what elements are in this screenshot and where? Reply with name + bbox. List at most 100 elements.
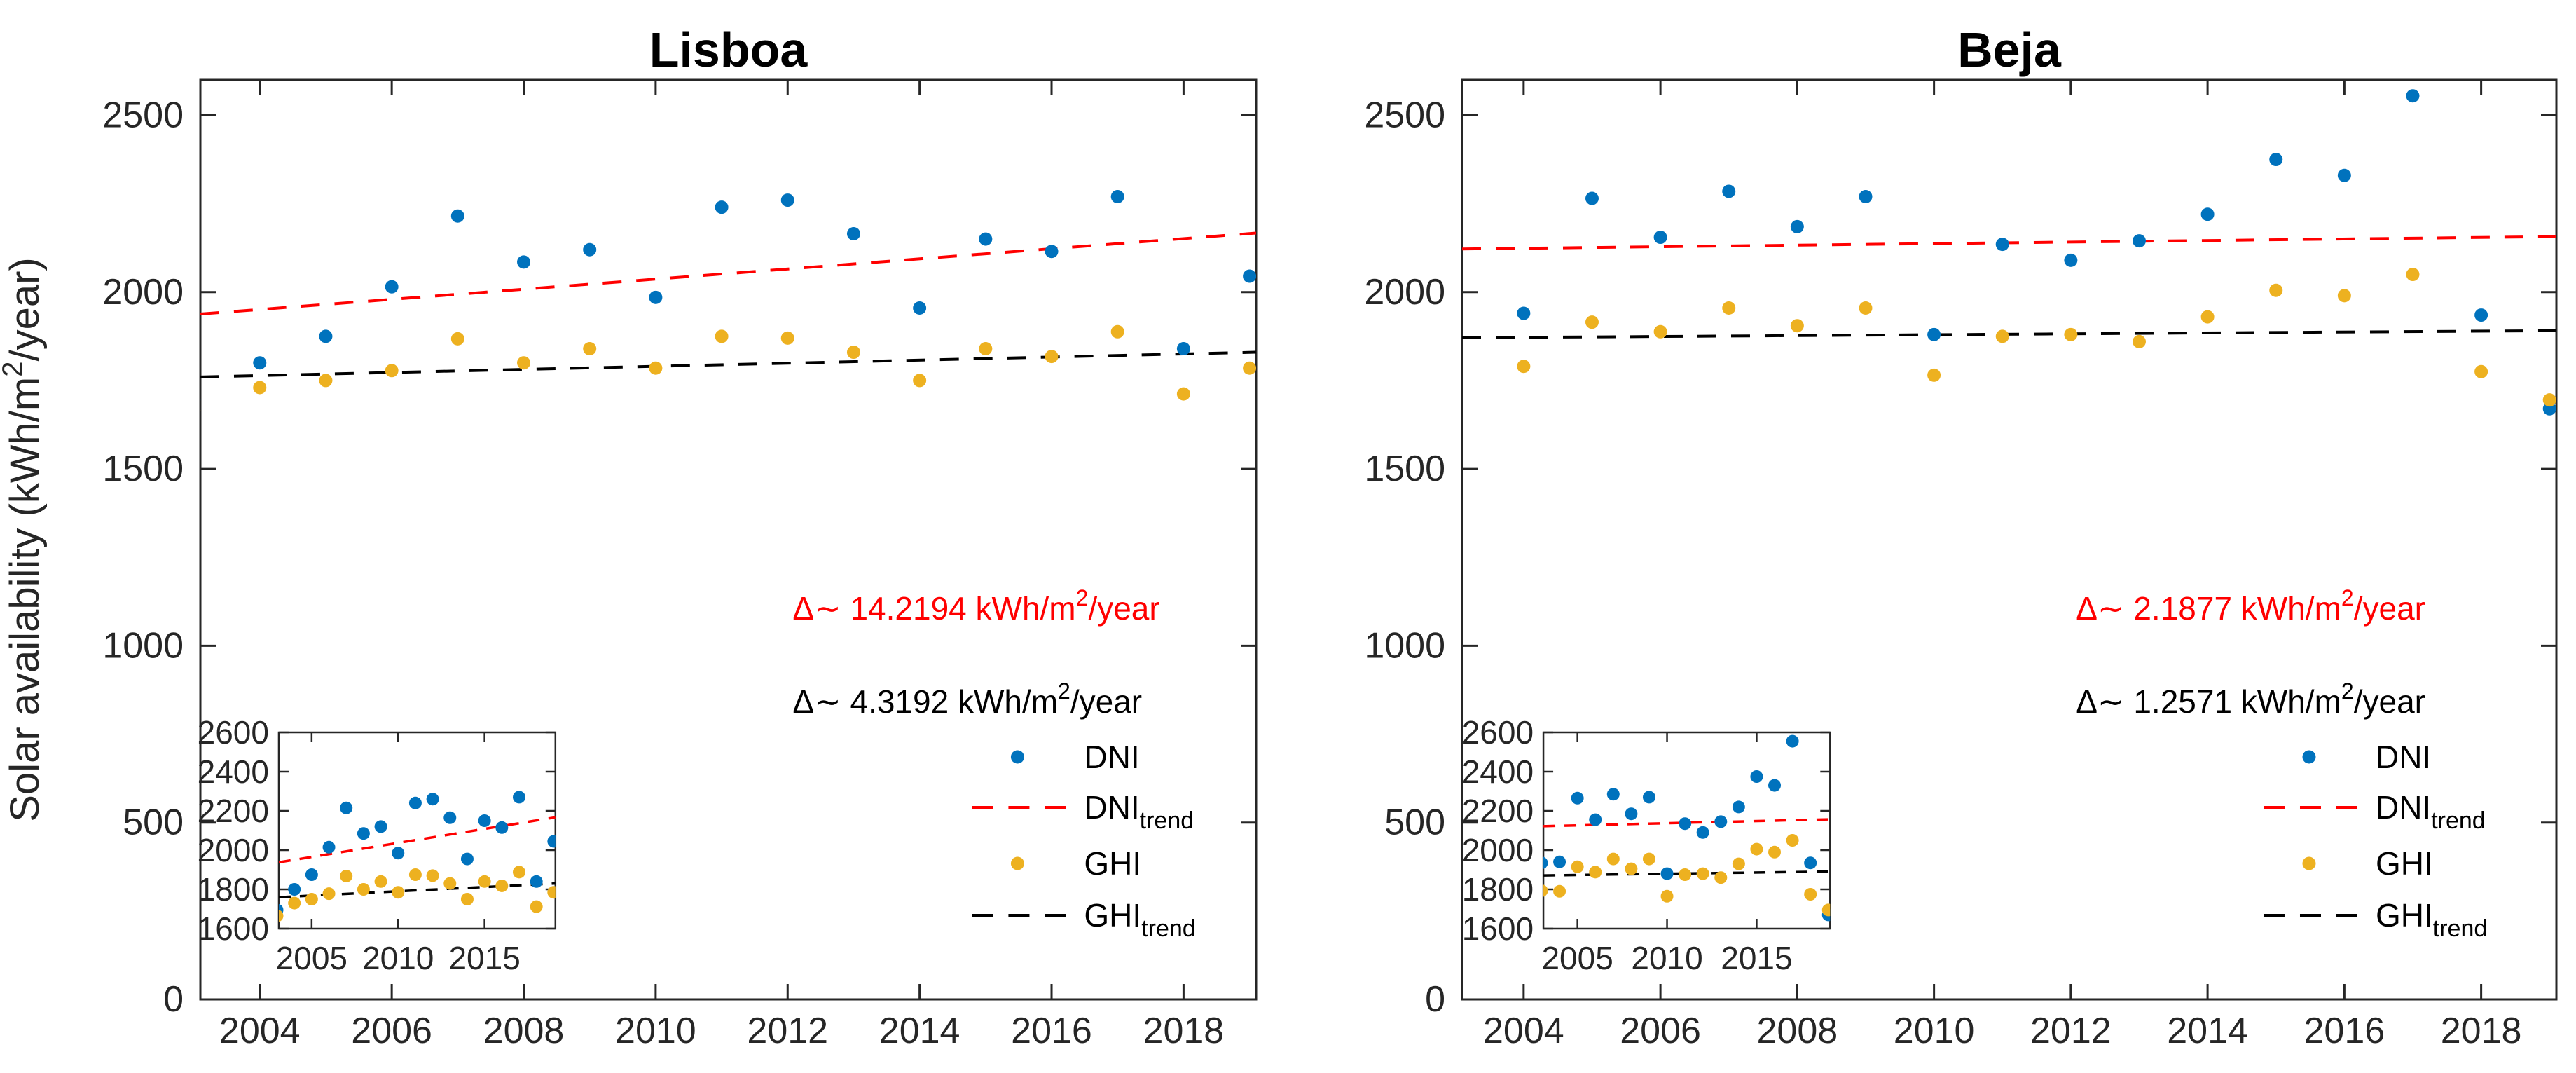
ghi-point bbox=[1995, 329, 2009, 343]
legend-marker-dot bbox=[2302, 856, 2316, 870]
legend-label: DNItrend bbox=[1084, 789, 1194, 834]
legend-marker-dot bbox=[2302, 750, 2316, 764]
inset-dni-point bbox=[1804, 856, 1817, 870]
inset-ghi_trend-line bbox=[278, 882, 556, 898]
inset-dni-point bbox=[1606, 788, 1620, 801]
x-tick-label: 2004 bbox=[219, 1011, 301, 1051]
inset-dni-point bbox=[426, 793, 439, 806]
inset-dni-point bbox=[1732, 800, 1745, 814]
dni-point bbox=[583, 242, 597, 257]
inset-dni-point bbox=[322, 840, 336, 854]
x-tick-label: 2008 bbox=[483, 1011, 565, 1051]
inset-ghi-point bbox=[1642, 852, 1655, 866]
dni-point bbox=[1653, 231, 1667, 245]
legend-marker-dot bbox=[1010, 856, 1024, 870]
ghi-point bbox=[2337, 289, 2351, 303]
x-tick-label: 2010 bbox=[615, 1011, 696, 1051]
dni-point bbox=[2269, 153, 2283, 167]
inset-ghi-point bbox=[547, 886, 556, 899]
ghi-point bbox=[979, 342, 993, 356]
y-tick-label: 0 bbox=[1425, 979, 1445, 1020]
inset-dni-point bbox=[1589, 813, 1602, 826]
inset-y-tick-label: 2600 bbox=[1462, 714, 1534, 751]
dni_trend-line bbox=[1462, 235, 2556, 251]
inset-ghi-point bbox=[530, 900, 543, 913]
x-tick-label: 2012 bbox=[747, 1011, 828, 1051]
legend-item-ghi-trend: GHItrend bbox=[972, 897, 1196, 942]
dni-trend-annotation: Δ∼ 14.2194 kWh/m2/year bbox=[792, 585, 1159, 627]
inset-axes-box bbox=[1542, 731, 1831, 930]
inset-y-tick-label: 2400 bbox=[1462, 753, 1534, 790]
dni_trend-line bbox=[200, 231, 1256, 316]
legend-item-dni: DNI bbox=[1010, 739, 1140, 775]
axes-box bbox=[199, 78, 1258, 1001]
inset-dni-point bbox=[357, 827, 370, 840]
y-tick-label: 500 bbox=[123, 802, 184, 843]
legend-label: DNI bbox=[2376, 739, 2431, 775]
y-tick-label: 2000 bbox=[1364, 272, 1445, 313]
ghi-point bbox=[780, 331, 794, 345]
inset-ghi-point bbox=[374, 875, 387, 888]
chart-title: Beja bbox=[1957, 22, 2062, 77]
ghi-point bbox=[1517, 360, 1531, 374]
dni-point bbox=[780, 193, 794, 207]
inset-dni-point bbox=[1625, 807, 1638, 821]
inset-ghi-point bbox=[426, 869, 439, 882]
inset-ghi-point bbox=[1732, 857, 1745, 870]
dni-point bbox=[2337, 168, 2351, 182]
legend-label: GHI bbox=[2376, 845, 2433, 882]
dni-point bbox=[1585, 191, 1599, 205]
ghi_trend-line bbox=[200, 350, 1256, 378]
inset-ghi-point bbox=[460, 893, 474, 905]
dni-point bbox=[2064, 253, 2078, 267]
y-tick-label: 1000 bbox=[102, 625, 184, 666]
y-tick-label: 0 bbox=[163, 979, 184, 1020]
ghi-point bbox=[1176, 387, 1190, 401]
x-tick-label: 2016 bbox=[1011, 1011, 1092, 1051]
axes-box bbox=[1461, 78, 2558, 1001]
inset-y-tick-label: 1800 bbox=[198, 871, 269, 908]
ghi-point bbox=[517, 356, 531, 370]
ghi-point bbox=[1722, 301, 1736, 315]
inset-x-tick-label: 2005 bbox=[276, 940, 347, 976]
dni-point bbox=[979, 232, 993, 246]
legend-label: DNItrend bbox=[2376, 789, 2486, 834]
inset-dni-point bbox=[1571, 791, 1584, 805]
ghi-point bbox=[1045, 350, 1059, 364]
inset-dni-point bbox=[1679, 817, 1692, 831]
ghi-points bbox=[200, 324, 1256, 412]
dni-point bbox=[1722, 184, 1736, 198]
inset-ghi-point bbox=[443, 877, 457, 890]
inset-ghi-point bbox=[1714, 871, 1728, 884]
inset-ghi-point bbox=[495, 879, 509, 892]
inset-dni-point bbox=[1786, 734, 1799, 748]
inset-x-tick-label: 2015 bbox=[1721, 940, 1792, 976]
inset-dni-point bbox=[1714, 815, 1728, 828]
inset-y-tick-label: 2000 bbox=[198, 832, 269, 868]
legend-item-ghi: GHI bbox=[1010, 845, 1141, 882]
inset-dni-point bbox=[478, 814, 491, 827]
inset-dni-point bbox=[392, 847, 405, 860]
ghi-point bbox=[385, 364, 399, 378]
ghi-point bbox=[319, 374, 333, 388]
y-tick-label: 1500 bbox=[1364, 449, 1445, 489]
y-tick-label: 2500 bbox=[102, 95, 184, 135]
y-tick-label: 2500 bbox=[1364, 95, 1445, 135]
dni-point bbox=[1517, 306, 1531, 320]
dni-point bbox=[1859, 190, 1873, 204]
inset-dni-point bbox=[1553, 855, 1566, 868]
dni-point bbox=[1790, 219, 1804, 233]
dni-point bbox=[1449, 308, 1462, 322]
inset-dni-point bbox=[495, 821, 509, 834]
inset-ghi-point bbox=[322, 887, 336, 901]
dni-points bbox=[1449, 89, 2556, 416]
inset-dni-point bbox=[547, 835, 556, 848]
inset-dni-point bbox=[1642, 791, 1655, 804]
inset-y-tick-label: 2000 bbox=[1462, 832, 1534, 868]
inset-x-tick-label: 2015 bbox=[448, 940, 520, 976]
ghi-point bbox=[1110, 324, 1124, 339]
inset-y-tick-label: 2200 bbox=[198, 793, 269, 829]
x-tick-label: 2014 bbox=[879, 1011, 960, 1051]
